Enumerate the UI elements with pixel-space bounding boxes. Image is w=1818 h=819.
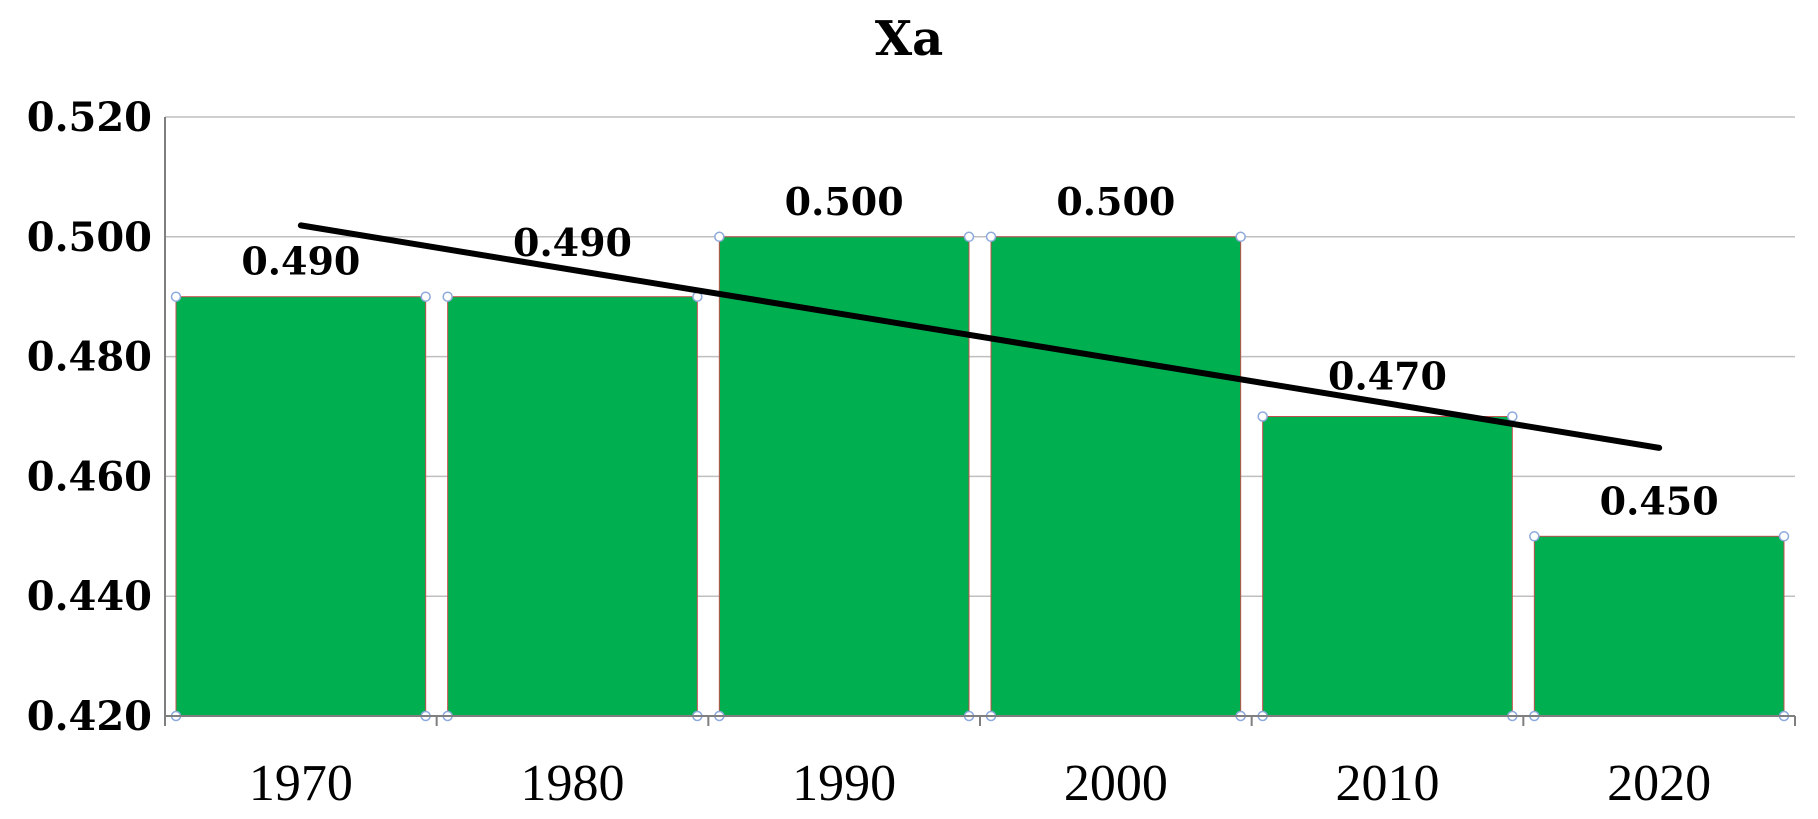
bar-selection-handle [1235,231,1246,243]
data-label: 0.490 [241,239,360,284]
bar-selection-handle [985,231,997,243]
bar-selection-handle [963,231,975,243]
bar-selection-handle [170,291,182,302]
bar-selection-handle [1507,411,1518,422]
bar [718,236,970,717]
gridlines [165,116,1795,597]
x-tick-label: 1990 [792,755,896,812]
x-tick-label: 2010 [1336,755,1440,812]
bar [447,296,698,717]
x-tick-label: 2020 [1607,755,1711,812]
data-label: 0.470 [1328,353,1447,398]
x-tick-label: 2000 [1064,755,1168,812]
bar-selection-handle [420,291,431,302]
bar-selection-handle [442,291,453,302]
data-label: 0.500 [1056,179,1175,224]
trendline-path [297,222,1663,451]
bar-selection-handle [1257,411,1268,422]
axes: 0.420 0.440 0.460 0.480 0.500 0.520 1970 1980 19… [27,94,1796,812]
trendline [297,222,1663,451]
data-label: 0.490 [513,220,632,265]
bar-selection-handle [1529,531,1540,542]
y-tick-label: 0.500 [27,214,152,261]
data-label: 0.500 [785,179,904,224]
y-tick-label: 0.460 [27,453,152,500]
y-tick-label: 0.440 [27,573,152,620]
data-label: 0.450 [1600,478,1719,523]
x-tick-label: 1980 [521,755,625,812]
y-tick-label: 0.520 [27,94,152,141]
bar-selection-handle [714,231,725,243]
x-tick-label: 1970 [249,755,353,812]
chart-title: Xa [875,11,943,67]
bar-selection-handle [1778,531,1790,542]
y-tick-label: 0.480 [27,334,152,381]
data-labels: 0.490 0.490 0.500 0.500 0.470 0.450 [241,179,1719,523]
bar [1533,535,1785,717]
bar [1262,416,1513,717]
bar [175,296,427,717]
y-tick-label: 0.420 [27,693,152,740]
bar [990,236,1242,717]
